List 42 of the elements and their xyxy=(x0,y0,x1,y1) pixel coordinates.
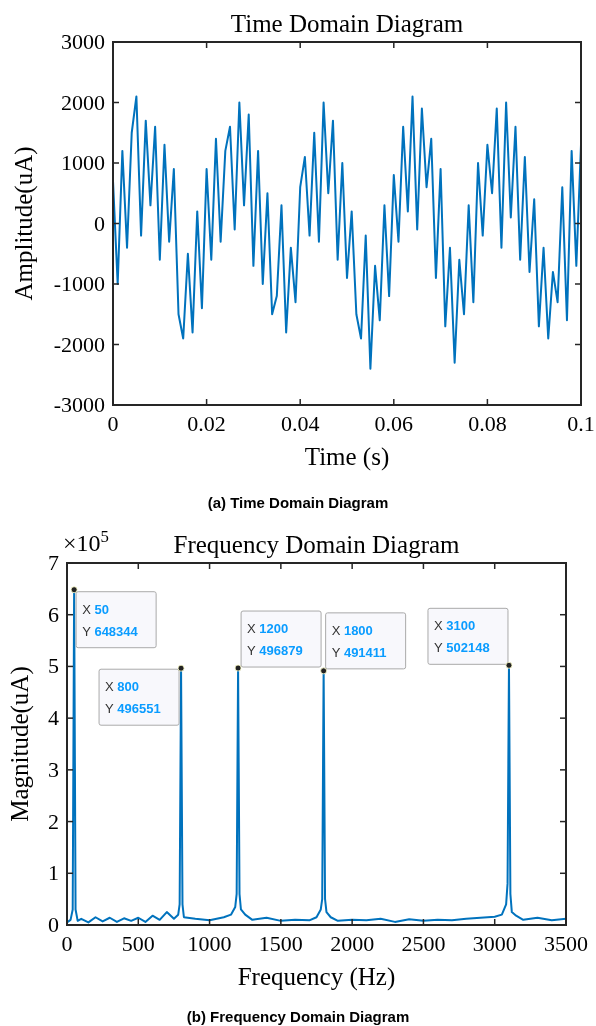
x-axis-title: Frequency (Hz) xyxy=(237,963,396,991)
text: (b) Frequency Domain Diagram xyxy=(186,1008,410,1025)
chart-title: Time Domain Diagram xyxy=(230,10,464,37)
y-tick-label: 4 xyxy=(48,705,59,731)
x-tick-label: 0.04 xyxy=(280,411,320,436)
y-axis-title: Magnitude(uA) xyxy=(6,666,34,822)
annotation: X 800 Y 496551 xyxy=(105,679,161,717)
annotation: X 50 Y 648344 xyxy=(82,601,139,639)
annotation: X 3100 Y 502148 xyxy=(433,618,490,656)
y-tick-label: -2000 xyxy=(53,331,105,357)
y-tick-label: 1000 xyxy=(61,150,105,175)
y-axis-title: Amplitude(uA) xyxy=(10,146,38,301)
annotation: X 1800 Y 491411 xyxy=(331,622,387,660)
y-tick-label: 2 xyxy=(48,808,59,834)
y-tick-label: -3000 xyxy=(53,392,105,417)
text: (a) Time Domain Diagram xyxy=(207,494,389,511)
x-tick-label: 1500 xyxy=(258,931,303,956)
x-tick-label: 2000 xyxy=(330,931,375,956)
x-tick-label: 0.08 xyxy=(468,411,507,436)
chart-title: Frequency Domain Diagram xyxy=(173,531,461,558)
y-tick-label: 7 xyxy=(48,550,59,575)
y-tick-label: 0 xyxy=(48,912,59,937)
line-series xyxy=(112,95,582,370)
x-tick-label: 0.1 xyxy=(567,411,595,436)
x-tick-label: 1000 xyxy=(187,931,232,956)
x-tick-label: 3000 xyxy=(472,931,517,956)
y-tick-label: 2000 xyxy=(61,89,105,115)
y-tick-label: -1000 xyxy=(53,271,105,296)
y-tick-label: 3 xyxy=(48,756,59,782)
x-tick-label: 2500 xyxy=(401,931,446,956)
text: ×10$^{5}$ xyxy=(63,526,109,556)
x-tick-label: 500 xyxy=(121,931,155,956)
x-axis-title: Time (s) xyxy=(304,443,390,471)
x-tick-label: 0.02 xyxy=(187,411,226,436)
y-tick-label: 0 xyxy=(94,210,105,236)
x-tick-label: 0.06 xyxy=(374,411,414,436)
y-tick-label: 1 xyxy=(48,860,59,886)
y-tick-label: 6 xyxy=(48,601,59,627)
y-tick-label: 5 xyxy=(48,653,59,679)
annotation: X 1200 Y 496879 xyxy=(247,621,303,659)
y-tick-label: 3000 xyxy=(61,29,105,54)
x-tick-label: 3500 xyxy=(544,931,588,956)
